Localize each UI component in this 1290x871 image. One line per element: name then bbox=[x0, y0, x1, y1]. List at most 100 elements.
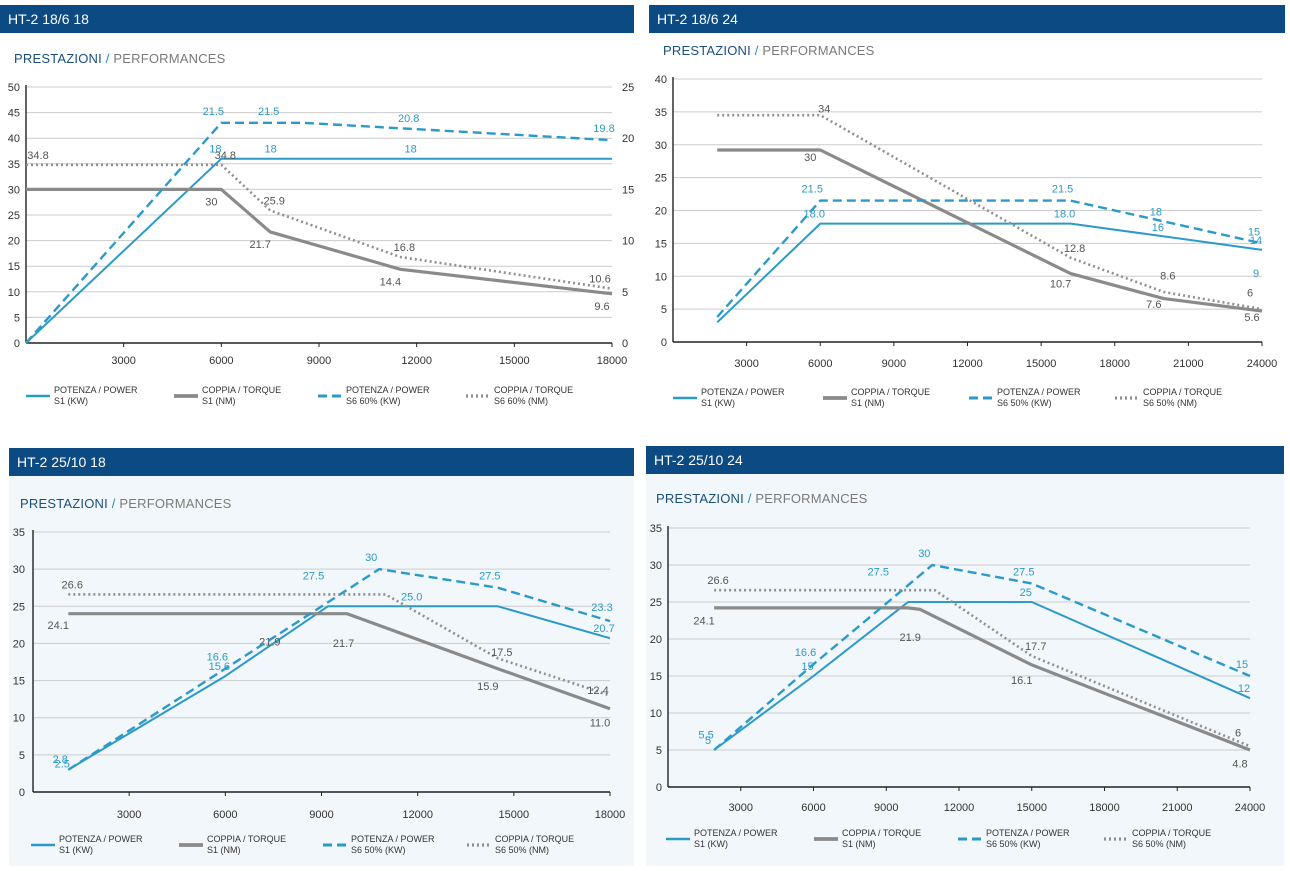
x-tick-label: 12000 bbox=[401, 355, 432, 367]
data-label: 5 bbox=[705, 735, 711, 747]
y-tick-label: 15 bbox=[8, 261, 20, 273]
subtitle-sep: / bbox=[747, 491, 752, 506]
data-label: 15 bbox=[801, 661, 813, 673]
data-label: 21.7 bbox=[249, 239, 270, 251]
x-tick-label: 9000 bbox=[882, 358, 906, 370]
series-line-torque-dotted bbox=[717, 113, 1263, 311]
y-tick-label: 0 bbox=[656, 782, 662, 794]
y-right-tick-label: 0 bbox=[622, 338, 628, 350]
series-line-power-dashed bbox=[713, 563, 1251, 751]
series-line-torque-dotted bbox=[714, 588, 1251, 748]
chart-subtitle: PRESTAZIONI / PERFORMANCES bbox=[14, 51, 226, 66]
y-tick-label: 0 bbox=[661, 337, 667, 349]
y-tick-label: 35 bbox=[13, 527, 25, 539]
data-label: 11.0 bbox=[590, 717, 611, 729]
legend-label: COPPIA / TORQUE bbox=[1132, 828, 1211, 838]
y-tick-label: 5 bbox=[661, 304, 667, 316]
series-line-power-solid bbox=[713, 601, 1251, 751]
x-tick-label: 18000 bbox=[595, 809, 626, 821]
series-line-power-dashed bbox=[25, 121, 613, 344]
x-tick-label: 6000 bbox=[209, 355, 233, 367]
data-label: 4.8 bbox=[1232, 758, 1247, 770]
data-label: 12.4 bbox=[587, 685, 608, 697]
data-label: 6 bbox=[1247, 288, 1253, 300]
y-tick-label: 0 bbox=[19, 787, 25, 799]
data-label: 30 bbox=[918, 548, 930, 560]
data-label: 5.6 bbox=[1244, 312, 1259, 324]
data-label: 30 bbox=[205, 196, 217, 208]
legend-label: COPPIA / TORQUE bbox=[842, 828, 921, 838]
chart-title: HT-2 25/10 24 bbox=[646, 446, 1284, 474]
data-label: 26.6 bbox=[62, 579, 83, 591]
data-label: 34 bbox=[818, 103, 830, 115]
data-label: 5.5 bbox=[698, 729, 713, 741]
series-line-power-solid bbox=[716, 222, 1263, 324]
chart-title: HT-2 18/6 24 bbox=[649, 5, 1285, 33]
subtitle-it: PRESTAZIONI bbox=[20, 496, 108, 511]
data-label: 21.5 bbox=[1052, 184, 1073, 196]
legend-label: POTENZA / POWER bbox=[997, 387, 1081, 397]
series-line-torque-dotted bbox=[68, 593, 611, 697]
data-label: 18 bbox=[209, 144, 221, 156]
x-tick-label: 15000 bbox=[499, 809, 530, 821]
chart-svg: 0 5 10 15 20 25 30 35 3000 6000 9000 12000 15000 1800… bbox=[13, 527, 626, 855]
series-line-torque-solid bbox=[717, 148, 1263, 313]
chart-panel-ht2-18-6-24: HT-2 18/6 24 PRESTAZIONI / PERFORMANCES … bbox=[649, 5, 1285, 415]
x-tick-label: 15000 bbox=[1016, 802, 1047, 814]
subtitle-sep: / bbox=[111, 496, 116, 511]
y-tick-label: 25 bbox=[650, 597, 662, 609]
data-label: 24.1 bbox=[48, 620, 69, 632]
y-tick-label: 30 bbox=[8, 184, 20, 196]
data-label: 21.7 bbox=[333, 638, 354, 650]
x-tick-label: 6000 bbox=[808, 358, 832, 370]
y-right-tick-label: 25 bbox=[622, 82, 634, 94]
y-tick-label: 10 bbox=[650, 708, 662, 720]
y-tick-label: 10 bbox=[13, 713, 25, 725]
data-label: 21.5 bbox=[203, 106, 224, 118]
y-tick-label: 40 bbox=[8, 133, 20, 145]
data-label: 16.6 bbox=[207, 652, 228, 664]
data-label: 14.4 bbox=[380, 276, 401, 288]
x-tick-label: 12000 bbox=[952, 358, 983, 370]
data-label: 18 bbox=[1150, 207, 1162, 219]
data-label: 21.9 bbox=[899, 632, 920, 644]
chart-panel-ht2-25-10-24: HT-2 25/10 24 PRESTAZIONI / PERFORMANCES… bbox=[646, 446, 1284, 866]
y-tick-label: 20 bbox=[655, 206, 667, 218]
subtitle-en: PERFORMANCES bbox=[119, 496, 232, 511]
x-tick-label: 3000 bbox=[734, 358, 758, 370]
subtitle-sep: / bbox=[105, 51, 110, 66]
series-line-power-dashed bbox=[716, 199, 1263, 318]
legend-label: POTENZA / POWER bbox=[351, 834, 435, 844]
x-tick-label: 15000 bbox=[499, 355, 530, 367]
y-tick-label: 5 bbox=[656, 745, 662, 757]
data-label: 25 bbox=[1020, 587, 1032, 599]
x-tick-label: 9000 bbox=[309, 809, 333, 821]
chart-svg: 0 5 10 15 20 25 30 35 40 3000 6000 9000 12000 15000 18… bbox=[655, 74, 1278, 408]
data-label: 12.8 bbox=[1064, 243, 1085, 255]
x-tick-label: 3000 bbox=[117, 809, 141, 821]
series-line-power-dashed bbox=[67, 567, 611, 771]
data-label: 30 bbox=[804, 152, 816, 164]
legend-label: S6 50% (KW) bbox=[986, 839, 1041, 849]
legend-label: COPPIA / TORQUE bbox=[1143, 387, 1222, 397]
legend-label: POTENZA / POWER bbox=[986, 828, 1070, 838]
x-tick-label: 9000 bbox=[874, 802, 898, 814]
chart-svg: 0 5 10 15 20 25 30 35 3000 6000 9000 12000 15000 1800… bbox=[650, 523, 1266, 849]
data-label: 21.9 bbox=[259, 636, 280, 648]
data-label: 23.3 bbox=[591, 602, 612, 614]
data-label: 34.8 bbox=[27, 150, 48, 162]
x-tick-label: 24000 bbox=[1247, 358, 1278, 370]
legend-label: POTENZA / POWER bbox=[54, 385, 138, 395]
y-tick-label: 20 bbox=[13, 638, 25, 650]
legend-label: S6 50% (NM) bbox=[1132, 839, 1186, 849]
legend-label: COPPIA / TORQUE bbox=[207, 834, 286, 844]
series-line-torque-solid bbox=[714, 606, 1251, 752]
y-tick-label: 20 bbox=[8, 236, 20, 248]
series-line-torque-dotted bbox=[26, 163, 613, 290]
data-label: 27.5 bbox=[868, 567, 889, 579]
data-label: 16.1 bbox=[1011, 675, 1032, 687]
data-label: 17.5 bbox=[491, 647, 512, 659]
y-tick-label: 35 bbox=[650, 523, 662, 535]
subtitle-it: PRESTAZIONI bbox=[656, 491, 744, 506]
y-tick-label: 50 bbox=[8, 82, 20, 94]
